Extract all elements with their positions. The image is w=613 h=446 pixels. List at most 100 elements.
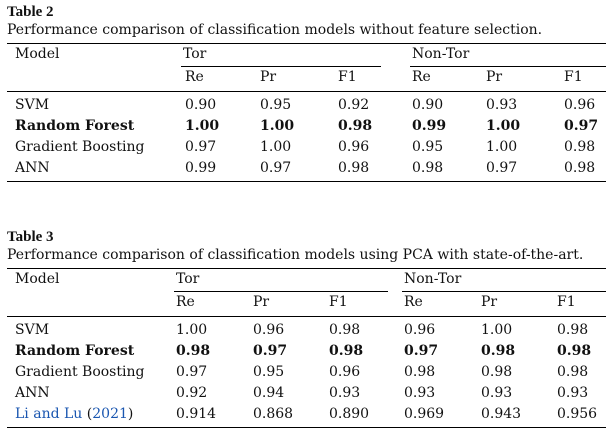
cell: 0.95 — [260, 97, 292, 113]
cell: 0.890 — [329, 406, 370, 422]
table-2-nontor-rule — [410, 66, 606, 67]
cell: 0.96 — [564, 97, 596, 113]
model-name: SVM — [15, 97, 50, 113]
table-3-subheader: Re — [404, 294, 423, 310]
table-3-subheader: F1 — [329, 294, 348, 310]
citation-year[interactable]: 2021 — [92, 406, 128, 422]
cell: 0.98 — [557, 364, 589, 380]
cell: 0.98 — [412, 160, 444, 176]
cell: 0.93 — [404, 385, 436, 401]
cell: 0.98 — [557, 322, 589, 338]
cell: 0.956 — [557, 406, 598, 422]
table-row: Gradient Boosting 0.97 0.95 0.96 0.98 0.… — [7, 362, 606, 383]
cell: 0.93 — [481, 385, 513, 401]
cell: 1.00 — [486, 118, 521, 134]
citation-link[interactable]: Li and Lu (2021) — [15, 406, 134, 422]
model-name: Gradient Boosting — [15, 139, 145, 155]
cell: 0.94 — [253, 385, 285, 401]
cell: 0.93 — [329, 385, 361, 401]
table-2-group-header: Model Tor Non-Tor — [7, 44, 606, 67]
cell: 0.97 — [185, 139, 217, 155]
table-2-subheader: F1 — [564, 69, 583, 85]
cell: 0.95 — [412, 139, 444, 155]
cell: 0.95 — [253, 364, 285, 380]
table-3: Table 3 Performance comparison of classi… — [7, 228, 606, 428]
table-3-nontor-header: Non-Tor — [404, 271, 462, 287]
table-3-tor-header: Tor — [176, 271, 200, 287]
table-2-subheader: Pr — [486, 69, 503, 85]
table-row: SVM 0.90 0.95 0.92 0.90 0.93 0.96 — [7, 95, 606, 116]
cell: 0.98 — [557, 343, 592, 359]
cell: 0.93 — [557, 385, 589, 401]
cell: 0.96 — [404, 322, 436, 338]
cell: 0.96 — [338, 139, 370, 155]
cell: 0.97 — [176, 364, 208, 380]
model-name: Random Forest — [15, 118, 135, 134]
table-3-bottom-rule — [7, 427, 606, 428]
table-3-nontor-rule — [402, 291, 606, 292]
cell: 0.92 — [338, 97, 370, 113]
table-row: Random Forest 1.00 1.00 0.98 0.99 1.00 0… — [7, 116, 606, 137]
table-2-tor-rule — [181, 66, 381, 67]
cell: 0.97 — [404, 343, 439, 359]
table-row: ANN 0.99 0.97 0.98 0.98 0.97 0.98 — [7, 158, 606, 179]
model-name: ANN — [15, 160, 50, 176]
table-row: ANN 0.92 0.94 0.93 0.93 0.93 0.93 — [7, 383, 606, 404]
table-2-subheader: F1 — [338, 69, 357, 85]
table-2: Table 2 Performance comparison of classi… — [7, 3, 606, 182]
cell: 0.98 — [338, 160, 370, 176]
table-2-tor-header: Tor — [183, 46, 207, 62]
table-2-nontor-header: Non-Tor — [412, 46, 470, 62]
table-row: Random Forest 0.98 0.97 0.98 0.97 0.98 0… — [7, 341, 606, 362]
cell: 0.97 — [253, 343, 288, 359]
model-name: SVM — [15, 322, 50, 338]
cell: 1.00 — [176, 322, 208, 338]
model-name: ANN — [15, 385, 50, 401]
cell: 0.97 — [564, 118, 599, 134]
cell: 1.00 — [260, 139, 292, 155]
table-2-model-header: Model — [15, 46, 60, 62]
cell: 1.00 — [185, 118, 220, 134]
cell: 0.96 — [329, 364, 361, 380]
cell: 0.99 — [185, 160, 217, 176]
table-3-title: Table 3 — [7, 229, 54, 245]
cell: 1.00 — [486, 139, 518, 155]
table-2-mid-rule — [7, 91, 606, 92]
table-2-subheader-row: Re Pr F1 Re Pr F1 — [7, 67, 606, 91]
table-3-model-header: Model — [15, 271, 60, 287]
table-row: Gradient Boosting 0.97 1.00 0.96 0.95 1.… — [7, 137, 606, 158]
table-row: Li and Lu (2021) 0.914 0.868 0.890 0.969… — [7, 404, 606, 425]
cell: 0.98 — [481, 343, 516, 359]
cell: 1.00 — [481, 322, 513, 338]
cell: 0.90 — [185, 97, 217, 113]
cell: 0.98 — [481, 364, 513, 380]
table-2-subheader: Re — [412, 69, 431, 85]
model-name: Gradient Boosting — [15, 364, 145, 380]
cell: 0.98 — [564, 139, 596, 155]
cell: 0.97 — [260, 160, 292, 176]
cell: 0.99 — [412, 118, 447, 134]
table-3-mid-rule — [7, 316, 606, 317]
cell: 0.92 — [176, 385, 208, 401]
table-3-group-header: Model Tor Non-Tor — [7, 269, 606, 292]
table-3-subheader: Re — [176, 294, 195, 310]
cell: 0.868 — [253, 406, 294, 422]
table-3-subheader: F1 — [557, 294, 576, 310]
cell: 0.98 — [564, 160, 596, 176]
table-2-subheader: Re — [185, 69, 204, 85]
cell: 0.96 — [253, 322, 285, 338]
cell: 0.969 — [404, 406, 445, 422]
cell: 0.98 — [404, 364, 436, 380]
table-3-tor-rule — [174, 291, 388, 292]
table-3-subheader: Pr — [253, 294, 270, 310]
cell: 0.98 — [329, 322, 361, 338]
table-2-bottom-rule — [7, 181, 606, 182]
cell: 1.00 — [260, 118, 295, 134]
table-2-caption: Performance comparison of classification… — [7, 22, 543, 38]
citation-authors[interactable]: Li and Lu — [15, 406, 83, 422]
model-name: Random Forest — [15, 343, 135, 359]
cell: 0.943 — [481, 406, 522, 422]
table-2-top-rule — [7, 43, 606, 44]
table-3-caption: Performance comparison of classification… — [7, 247, 584, 263]
cell: 0.97 — [486, 160, 518, 176]
